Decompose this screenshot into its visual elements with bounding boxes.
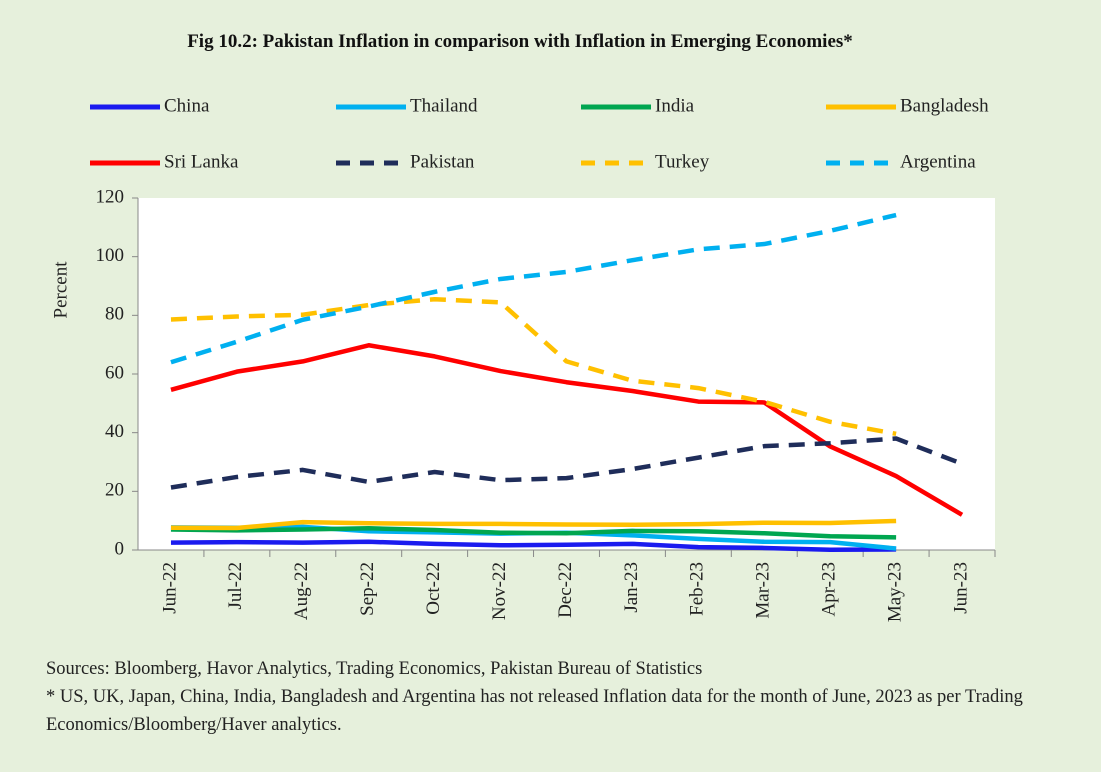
x-tick-label: Nov-22 (489, 562, 510, 620)
y-tick-label: 40 (105, 421, 124, 442)
chart: Fig 10.2: Pakistan Inflation in comparis… (50, 31, 996, 622)
y-tick-label: 20 (105, 480, 124, 501)
plot-area (138, 198, 995, 550)
legend-label: Thailand (410, 95, 478, 116)
title-box: Fig 10.2: Pakistan Inflation in comparis… (187, 31, 853, 52)
x-tick-label: Sep-22 (357, 562, 378, 616)
series-line (170, 436, 963, 490)
legend-label: China (164, 95, 210, 116)
y-tick-label: 120 (96, 186, 125, 207)
legend-label: India (655, 95, 695, 116)
series-line (170, 526, 897, 540)
x-tick-label: May-23 (884, 562, 905, 622)
x-tick-label: Dec-22 (555, 562, 576, 618)
x-tick-label: Jan-23 (621, 562, 642, 613)
notes: Sources: Bloomberg, Havor Analytics, Tra… (46, 655, 1086, 739)
series-line (170, 539, 897, 552)
x-tick-label: Jun-22 (159, 562, 180, 614)
series-line (170, 343, 964, 517)
x-tick-label: Jul-22 (225, 562, 246, 610)
y-axis-label: Percent (50, 261, 71, 319)
legend-label: Sri Lanka (164, 151, 239, 172)
legend-label: Pakistan (410, 151, 475, 172)
x-tick-label: Feb-23 (687, 562, 708, 616)
note: * US, UK, Japan, China, India, Banglades… (46, 687, 1023, 735)
series-line (170, 518, 897, 531)
x-tick-label: Jun-23 (950, 562, 971, 614)
y-tick-label: 60 (105, 362, 124, 383)
x-tick-label: Aug-22 (291, 562, 312, 620)
note: Sources: Bloomberg, Havor Analytics, Tra… (46, 659, 703, 679)
series-line (170, 212, 897, 365)
legend-label: Argentina (900, 151, 976, 172)
x-tick-label: Apr-23 (819, 562, 840, 617)
chart-title: Fig 10.2: Pakistan Inflation in comparis… (187, 31, 853, 52)
series-line (170, 296, 897, 437)
y-tick-label: 80 (105, 304, 124, 325)
x-tick-label: Mar-23 (753, 562, 774, 619)
x-tick-label: Oct-22 (423, 562, 444, 615)
legend-label: Turkey (655, 151, 710, 172)
y-tick-label: 100 (96, 245, 125, 266)
y-tick-label: 0 (115, 538, 125, 559)
legend-label: Bangladesh (900, 95, 989, 116)
